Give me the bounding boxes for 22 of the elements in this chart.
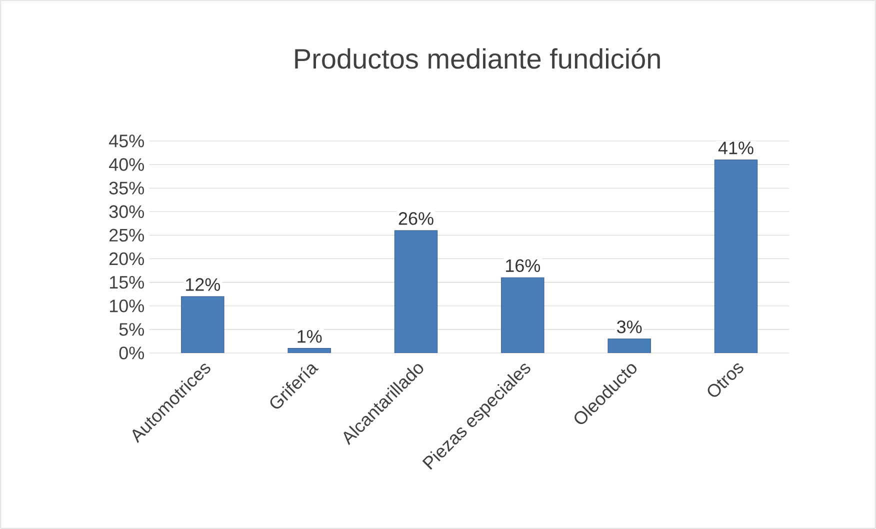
y-tick-label: 20% bbox=[110, 252, 144, 266]
y-tick-label: 25% bbox=[110, 228, 144, 242]
y-tick-label: 35% bbox=[109, 182, 144, 194]
data-label: 16% bbox=[506, 259, 540, 272]
y-tick-label: 5% bbox=[119, 323, 144, 336]
y-tick-label: 15% bbox=[110, 276, 144, 289]
y-tick-label: 30% bbox=[109, 205, 144, 218]
data-label: 1% bbox=[298, 330, 322, 343]
y-tick-label: 0% bbox=[119, 346, 144, 360]
data-label: 26% bbox=[398, 212, 434, 225]
y-tick-label: 45% bbox=[109, 134, 144, 148]
bar bbox=[608, 338, 651, 353]
bar bbox=[181, 296, 224, 353]
bar bbox=[501, 277, 544, 353]
data-label: 3% bbox=[617, 320, 642, 334]
y-tick-label: 40% bbox=[109, 158, 144, 171]
data-label: 41% bbox=[718, 142, 754, 154]
data-label: 12% bbox=[186, 278, 220, 291]
bar bbox=[714, 160, 758, 353]
chart-title: Productos mediante fundición bbox=[295, 48, 660, 69]
y-tick-label: 10% bbox=[110, 300, 144, 312]
bar bbox=[394, 230, 438, 353]
